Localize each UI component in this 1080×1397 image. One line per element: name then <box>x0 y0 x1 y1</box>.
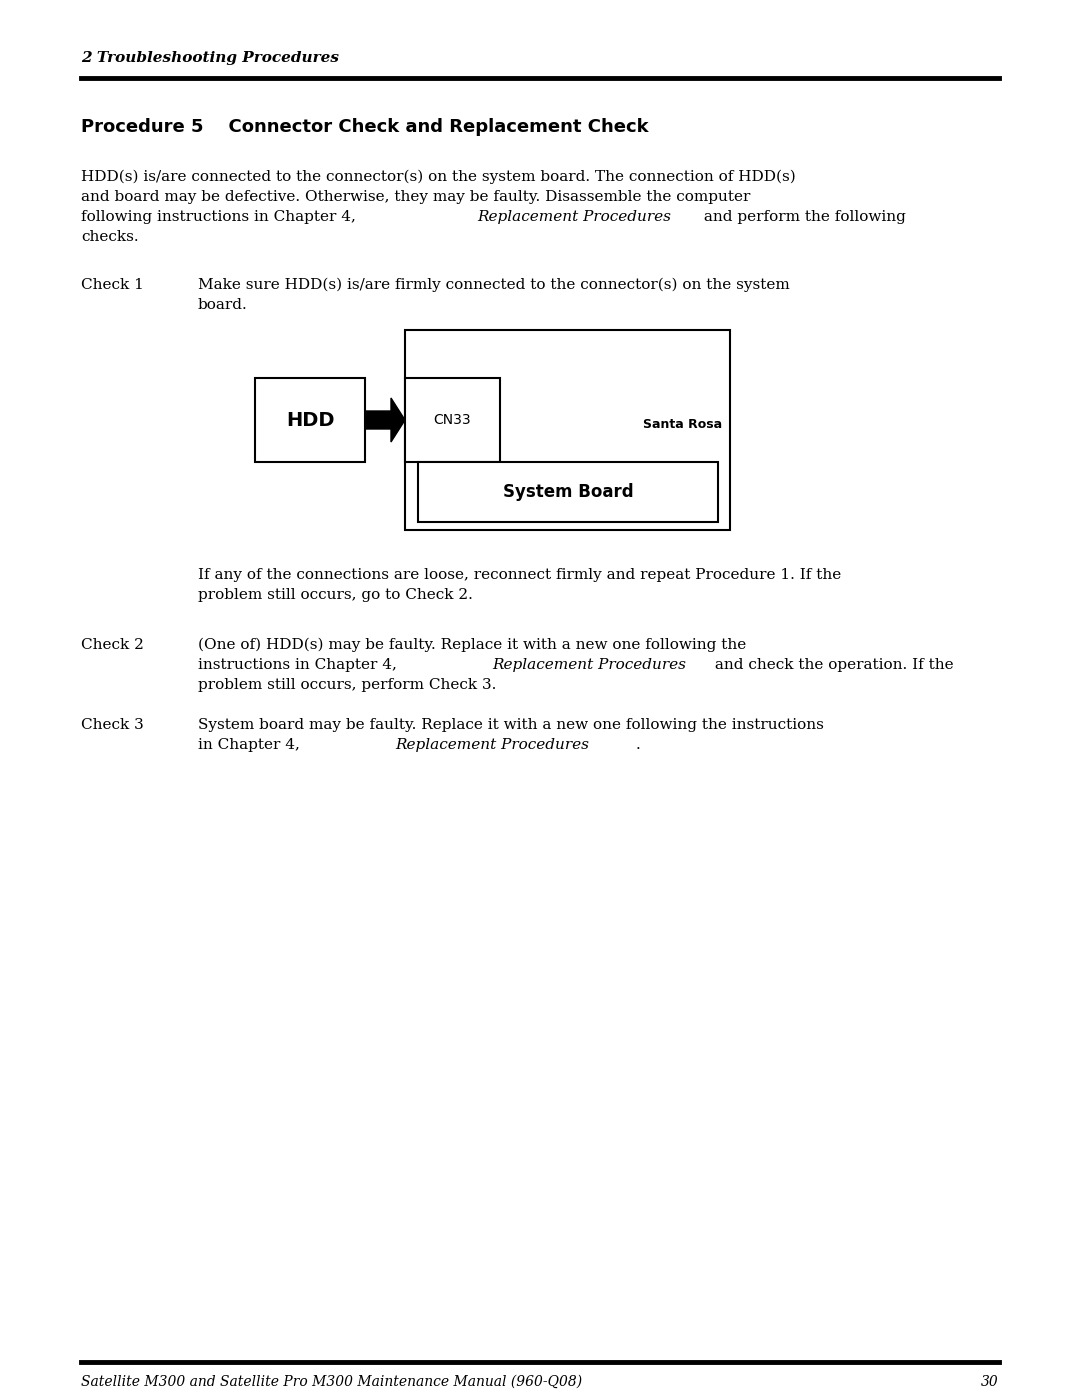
Text: Santa Rosa: Santa Rosa <box>643 419 723 432</box>
Text: Procedure 5    Connector Check and Replacement Check: Procedure 5 Connector Check and Replacem… <box>81 117 649 136</box>
Text: checks.: checks. <box>81 231 138 244</box>
Text: Check 2: Check 2 <box>81 638 144 652</box>
Text: problem still occurs, go to Check 2.: problem still occurs, go to Check 2. <box>198 588 473 602</box>
Text: HDD: HDD <box>286 411 334 429</box>
Text: Replacement Procedures: Replacement Procedures <box>395 738 590 752</box>
Polygon shape <box>365 398 405 441</box>
Text: CN33: CN33 <box>434 414 471 427</box>
Bar <box>418 462 718 522</box>
Text: Replacement Procedures: Replacement Procedures <box>492 658 686 672</box>
Text: problem still occurs, perform Check 3.: problem still occurs, perform Check 3. <box>198 678 497 692</box>
Text: Check 1: Check 1 <box>81 278 144 292</box>
Text: 2 Troubleshooting Procedures: 2 Troubleshooting Procedures <box>81 52 339 66</box>
Text: following instructions in Chapter 4,: following instructions in Chapter 4, <box>81 210 361 224</box>
Text: 30: 30 <box>982 1375 999 1389</box>
Text: and perform the following: and perform the following <box>699 210 906 224</box>
Text: Satellite M300 and Satellite Pro M300 Maintenance Manual (960-Q08): Satellite M300 and Satellite Pro M300 Ma… <box>81 1375 582 1389</box>
Text: instructions in Chapter 4,: instructions in Chapter 4, <box>198 658 402 672</box>
Text: HDD(s) is/are connected to the connector(s) on the system board. The connection : HDD(s) is/are connected to the connector… <box>81 170 796 184</box>
Text: System Board: System Board <box>502 483 633 502</box>
Bar <box>255 379 365 462</box>
Text: Replacement Procedures: Replacement Procedures <box>477 210 672 224</box>
Text: System board may be faulty. Replace it with a new one following the instructions: System board may be faulty. Replace it w… <box>198 718 824 732</box>
Text: Check 3: Check 3 <box>81 718 144 732</box>
Text: Make sure HDD(s) is/are firmly connected to the connector(s) on the system: Make sure HDD(s) is/are firmly connected… <box>198 278 789 292</box>
Text: .: . <box>635 738 640 752</box>
Text: and board may be defective. Otherwise, they may be faulty. Disassemble the compu: and board may be defective. Otherwise, t… <box>81 190 751 204</box>
Bar <box>405 330 730 529</box>
Bar <box>405 379 500 462</box>
Text: and check the operation. If the: and check the operation. If the <box>711 658 954 672</box>
Text: board.: board. <box>198 298 247 312</box>
Text: If any of the connections are loose, reconnect firmly and repeat Procedure 1. If: If any of the connections are loose, rec… <box>198 569 841 583</box>
Text: (One of) HDD(s) may be faulty. Replace it with a new one following the: (One of) HDD(s) may be faulty. Replace i… <box>198 638 746 652</box>
Text: in Chapter 4,: in Chapter 4, <box>198 738 305 752</box>
